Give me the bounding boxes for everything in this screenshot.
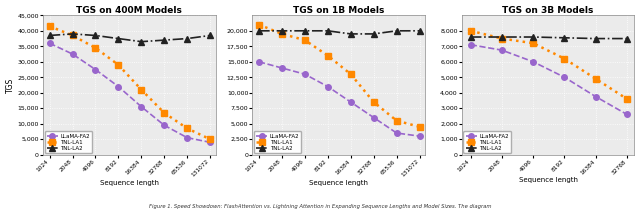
TNL-LA2 (301, 30, 308, 32)
LLaMA-FA2 (467, 43, 475, 46)
TNL-LA2 (324, 30, 332, 32)
LLaMA-FA2 (324, 85, 332, 88)
Legend: LLaMA-FA2, TNL-LA1, TNL-LA2: LLaMA-FA2, TNL-LA1, TNL-LA2 (45, 131, 92, 153)
LLaMA-FA2 (92, 68, 99, 71)
TNL-LA2 (347, 33, 355, 35)
LLaMA-FA2 (498, 49, 506, 51)
X-axis label: Sequence length: Sequence length (518, 177, 578, 183)
TNL-LA2 (370, 33, 378, 35)
TNL-LA2 (278, 30, 285, 32)
Y-axis label: TGS: TGS (6, 77, 15, 93)
TNL-LA2 (467, 36, 475, 38)
TNL-LA1 (138, 88, 145, 91)
Title: TGS on 400M Models: TGS on 400M Models (76, 5, 182, 14)
LLaMA-FA2 (68, 53, 76, 55)
TNL-LA1 (161, 112, 168, 114)
Title: TGS on 1B Models: TGS on 1B Models (293, 5, 385, 14)
LLaMA-FA2 (561, 76, 568, 79)
Line: LLaMA-FA2: LLaMA-FA2 (468, 42, 630, 117)
TNL-LA2 (416, 30, 424, 32)
LLaMA-FA2 (184, 136, 191, 139)
TNL-LA1 (206, 138, 214, 140)
Line: TNL-LA2: TNL-LA2 (47, 31, 213, 45)
LLaMA-FA2 (45, 42, 53, 45)
LLaMA-FA2 (206, 141, 214, 144)
X-axis label: Sequence length: Sequence length (309, 180, 368, 186)
TNL-LA1 (467, 30, 475, 32)
TNL-LA2 (161, 39, 168, 41)
TNL-LA1 (393, 119, 401, 122)
LLaMA-FA2 (393, 132, 401, 134)
LLaMA-FA2 (301, 73, 308, 75)
TNL-LA1 (561, 58, 568, 60)
Legend: LLaMA-FA2, TNL-LA1, TNL-LA2: LLaMA-FA2, TNL-LA1, TNL-LA2 (463, 131, 511, 153)
Text: Figure 1. Speed Showdown: FlashAttention vs. Lightning Attention in Expanding Se: Figure 1. Speed Showdown: FlashAttention… (148, 204, 492, 209)
TNL-LA1 (529, 42, 537, 45)
TNL-LA1 (255, 23, 263, 26)
TNL-LA2 (592, 37, 600, 40)
Line: LLaMA-FA2: LLaMA-FA2 (47, 41, 213, 145)
TNL-LA2 (138, 40, 145, 43)
LLaMA-FA2 (529, 60, 537, 63)
TNL-LA1 (416, 126, 424, 128)
TNL-LA2 (184, 37, 191, 40)
TNL-LA1 (301, 39, 308, 41)
LLaMA-FA2 (623, 113, 631, 116)
TNL-LA1 (370, 101, 378, 103)
TNL-LA1 (623, 98, 631, 100)
Line: TNL-LA2: TNL-LA2 (468, 34, 630, 41)
LLaMA-FA2 (161, 124, 168, 127)
X-axis label: Sequence length: Sequence length (100, 180, 159, 186)
TNL-LA1 (498, 37, 506, 40)
Line: TNL-LA1: TNL-LA1 (467, 27, 630, 102)
Line: TNL-LA2: TNL-LA2 (256, 28, 422, 37)
Legend: LLaMA-FA2, TNL-LA1, TNL-LA2: LLaMA-FA2, TNL-LA1, TNL-LA2 (254, 131, 301, 153)
TNL-LA2 (45, 34, 53, 37)
Line: LLaMA-FA2: LLaMA-FA2 (256, 59, 422, 139)
TNL-LA2 (498, 36, 506, 38)
TNL-LA1 (115, 64, 122, 66)
TNL-LA2 (206, 34, 214, 37)
TNL-LA1 (278, 33, 285, 35)
TNL-LA2 (623, 37, 631, 40)
LLaMA-FA2 (370, 116, 378, 119)
TNL-LA2 (561, 37, 568, 39)
LLaMA-FA2 (255, 60, 263, 63)
TNL-LA2 (255, 30, 263, 32)
TNL-LA1 (324, 54, 332, 57)
Line: TNL-LA1: TNL-LA1 (255, 21, 423, 130)
LLaMA-FA2 (347, 101, 355, 103)
Title: TGS on 3B Models: TGS on 3B Models (502, 5, 594, 14)
TNL-LA1 (92, 47, 99, 49)
TNL-LA2 (529, 36, 537, 38)
Line: TNL-LA1: TNL-LA1 (46, 23, 214, 143)
LLaMA-FA2 (278, 67, 285, 69)
TNL-LA2 (92, 34, 99, 37)
TNL-LA1 (68, 34, 76, 37)
TNL-LA2 (68, 33, 76, 35)
LLaMA-FA2 (115, 85, 122, 88)
TNL-LA1 (592, 77, 600, 80)
LLaMA-FA2 (416, 135, 424, 137)
LLaMA-FA2 (138, 105, 145, 108)
TNL-LA1 (184, 127, 191, 130)
TNL-LA1 (347, 73, 355, 75)
LLaMA-FA2 (592, 95, 600, 98)
TNL-LA2 (393, 30, 401, 32)
TNL-LA2 (115, 37, 122, 40)
TNL-LA1 (45, 25, 53, 28)
